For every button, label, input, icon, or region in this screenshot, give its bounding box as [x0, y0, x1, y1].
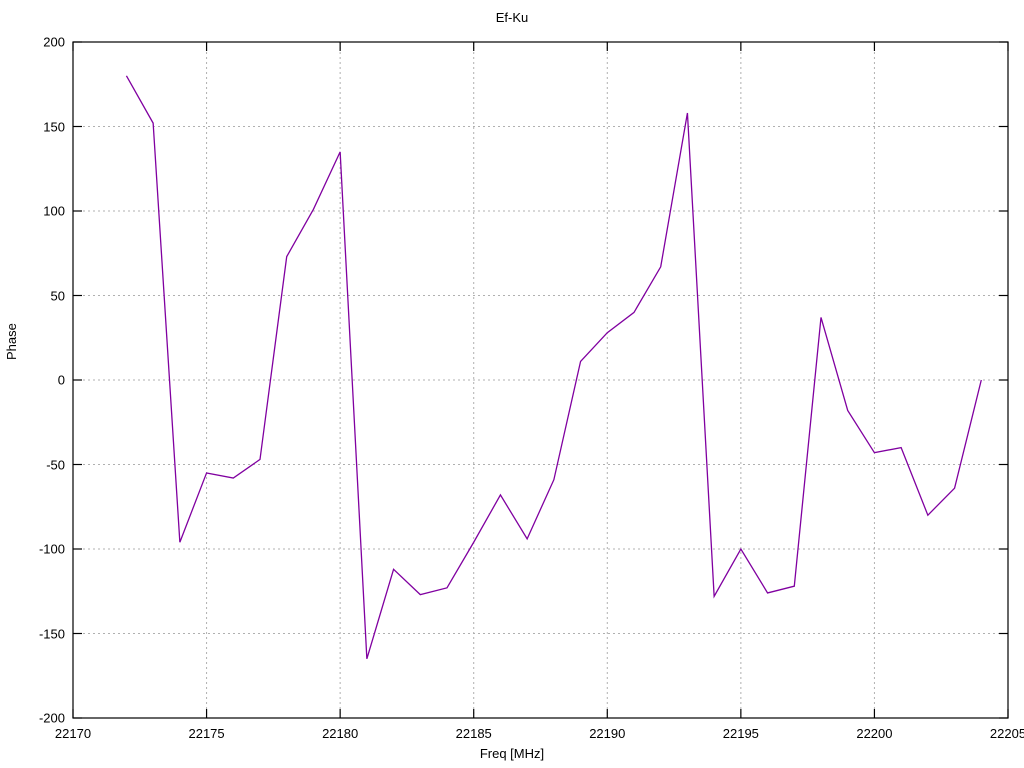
y-tick-label: -50 — [46, 457, 65, 472]
x-tick-label: 22180 — [322, 726, 359, 741]
x-tick-label: 22195 — [722, 726, 759, 741]
x-tick-label: 22200 — [856, 726, 893, 741]
series-line-0 — [125, 75, 982, 660]
x-axis-label: Freq [MHz] — [479, 746, 545, 761]
y-tick-label: -150 — [38, 626, 65, 641]
y-tick-label: 0 — [57, 372, 65, 388]
x-tick-label: 22190 — [589, 726, 626, 741]
y-tick-label: -100 — [38, 541, 65, 557]
grid-lines — [73, 42, 1008, 718]
y-tick-label: 150 — [43, 119, 65, 134]
y-tick-label: 50 — [50, 288, 65, 303]
x-tick-label: 22185 — [455, 726, 492, 741]
y-tick-label: -200 — [38, 710, 65, 726]
x-tick-label: 22170 — [54, 726, 92, 741]
y-tick-label: 100 — [43, 203, 65, 219]
plot-border — [72, 41, 1009, 719]
chart-title: Ef-Ku — [495, 10, 529, 25]
data-series — [125, 75, 982, 660]
y-tick-label: 200 — [43, 34, 65, 50]
x-tick-label: 22205 — [989, 726, 1024, 741]
x-tick-label: 22175 — [188, 726, 225, 741]
